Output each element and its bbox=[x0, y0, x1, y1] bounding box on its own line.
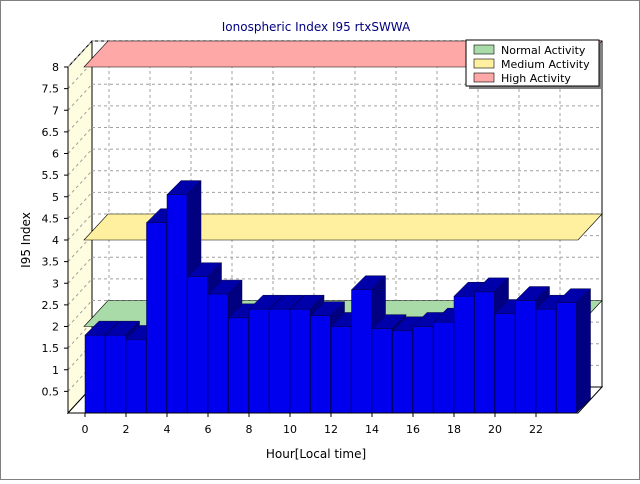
y-axis-title: I95 Index bbox=[19, 212, 33, 268]
y-tick-label: 6.5 bbox=[42, 126, 60, 139]
bar-front bbox=[248, 308, 270, 414]
y-tick-label: 8 bbox=[52, 61, 59, 74]
legend-swatch bbox=[473, 72, 495, 83]
x-tick-label: 20 bbox=[488, 423, 502, 436]
legend-label: High Activity bbox=[501, 72, 571, 85]
chart-title: Ionospheric Index I95 rtxSWWA bbox=[222, 20, 411, 34]
bar-front bbox=[412, 326, 434, 414]
y-tick-label: 3 bbox=[52, 277, 59, 290]
bar-front bbox=[433, 321, 454, 414]
bar-front bbox=[392, 330, 413, 414]
bar-front bbox=[371, 328, 393, 414]
legend-label: Normal Activity bbox=[501, 44, 586, 57]
legend-item-medium-activity: Medium Activity bbox=[473, 58, 590, 71]
bar-hour-23 bbox=[555, 288, 592, 414]
y-tick-label: 3.5 bbox=[42, 256, 60, 269]
x-tick-label: 2 bbox=[123, 423, 130, 436]
x-tick-label: 8 bbox=[246, 423, 253, 436]
y-tick-label: 7 bbox=[52, 104, 59, 117]
bar-front bbox=[535, 308, 557, 414]
bar-front bbox=[187, 276, 208, 414]
legend-swatch bbox=[473, 58, 495, 69]
x-tick-label: 16 bbox=[406, 423, 420, 436]
y-tick-label: 4.5 bbox=[42, 212, 60, 225]
y-tick-label: 1.5 bbox=[42, 342, 60, 355]
bar-front bbox=[125, 339, 147, 414]
bar-front bbox=[228, 317, 249, 414]
bar-front bbox=[289, 308, 311, 414]
x-tick-label: 10 bbox=[283, 423, 297, 436]
x-tick-label: 0 bbox=[82, 423, 89, 436]
y-tick-label: 2.5 bbox=[42, 299, 60, 312]
bar-front bbox=[474, 291, 495, 414]
y-tick-label: 5.5 bbox=[42, 169, 60, 182]
bar-front bbox=[269, 308, 290, 414]
bar-front bbox=[105, 334, 126, 414]
y-tick-label: 1 bbox=[52, 364, 59, 377]
legend-swatch bbox=[473, 44, 495, 55]
bar-front bbox=[351, 289, 372, 414]
bar-front bbox=[556, 302, 577, 414]
y-tick-label: 4 bbox=[52, 234, 59, 247]
x-tick-label: 6 bbox=[205, 423, 212, 436]
bar-front bbox=[310, 315, 331, 414]
bar-front bbox=[330, 326, 352, 414]
y-tick-label: 0.5 bbox=[42, 385, 60, 398]
y-tick-label: 5 bbox=[52, 191, 59, 204]
x-tick-label: 22 bbox=[529, 423, 543, 436]
bar-front bbox=[84, 334, 106, 414]
x-tick-label: 12 bbox=[324, 423, 338, 436]
bar-front bbox=[494, 313, 516, 414]
bar-front bbox=[453, 295, 475, 414]
activity-band-medium-activity bbox=[83, 213, 603, 241]
legend-label: Medium Activity bbox=[501, 58, 590, 71]
bar-side bbox=[576, 288, 591, 414]
axes: 0.5 1 1.5 2 2.5 3 3.5 4 4.5 5 5.5 6 6.5 7 7.5 8 0 2 4 6 8 10 1… bbox=[42, 61, 578, 436]
bar-front bbox=[146, 222, 167, 414]
legend-item-high-activity: High Activity bbox=[473, 72, 571, 85]
x-tick-label: 18 bbox=[447, 423, 461, 436]
x-tick-label: 14 bbox=[365, 423, 379, 436]
y-tick-label: 6 bbox=[52, 148, 59, 161]
x-tick-label: 4 bbox=[164, 423, 171, 436]
bar-series bbox=[84, 179, 592, 414]
legend-item-normal-activity: Normal Activity bbox=[473, 44, 586, 57]
y-tick-label: 7.5 bbox=[42, 83, 60, 96]
bar-front bbox=[207, 293, 229, 414]
bar-front bbox=[166, 194, 188, 414]
x-axis-title: Hour[Local time] bbox=[266, 447, 366, 461]
bar-front bbox=[515, 300, 536, 414]
y-tick-label: 2 bbox=[52, 321, 59, 334]
